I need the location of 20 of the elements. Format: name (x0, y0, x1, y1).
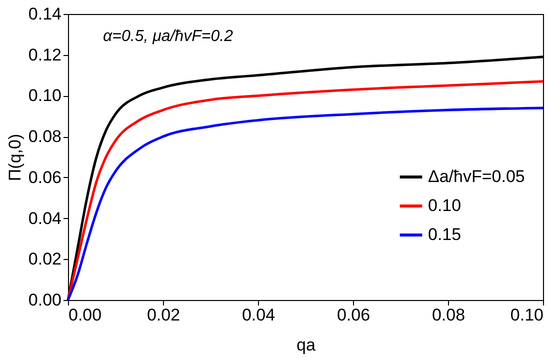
y-tick-label: 0.06 (28, 168, 62, 187)
x-tick-label: 0.02 (146, 306, 180, 324)
x-tick-label: 0.04 (242, 306, 276, 324)
annotation: α=0.5, μa/ħvF=0.2 (103, 28, 234, 45)
y-axis-title: Π(q,0) (5, 134, 24, 182)
y-tick-label: 0.10 (28, 86, 62, 106)
y-tick-label: 0.02 (28, 250, 62, 269)
y-tick-label: 0.08 (28, 127, 62, 146)
x-tick-label: 0.10 (510, 306, 544, 324)
x-tick-label: 0.06 (336, 306, 370, 324)
legend-label: 0.10 (428, 196, 462, 215)
legend-label: Δa/ħvF=0.05 (428, 167, 525, 186)
y-tick-label: 0.12 (28, 45, 62, 64)
x-tick-label: 0.08 (432, 306, 466, 324)
x-axis-title: qa (296, 336, 316, 354)
legend-label: 0.15 (428, 225, 462, 244)
y-tick-label: 0.14 (28, 4, 62, 24)
y-tick-label: 0.00 (28, 290, 62, 310)
y-tick-label: 0.04 (28, 208, 62, 228)
x-tick-label: 0.00 (68, 306, 102, 324)
